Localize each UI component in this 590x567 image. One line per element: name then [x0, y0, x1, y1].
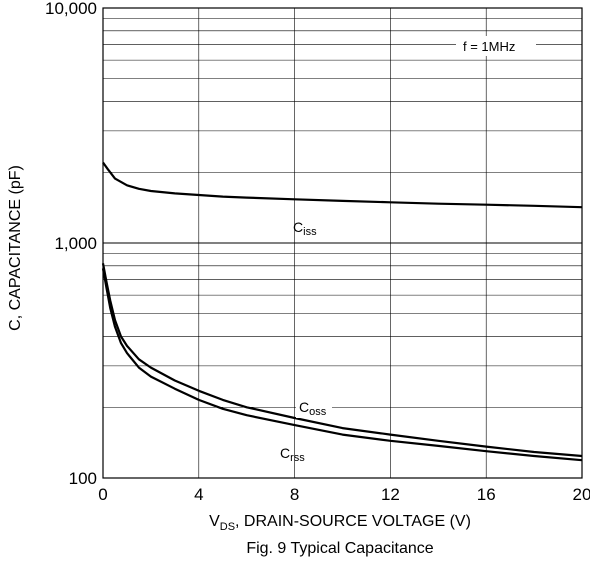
x-tick-label: 12 — [381, 485, 400, 504]
series-label-crss-sub: rss — [290, 452, 305, 464]
grid — [102, 7, 583, 479]
series-label-coss-sub: oss — [309, 406, 327, 418]
series-label-crss-main: C — [280, 445, 290, 461]
x-axis-label-rest: , DRAIN-SOURCE VOLTAGE (V) — [235, 513, 471, 530]
x-axis-label: VDS, DRAIN-SOURCE VOLTAGE (V) — [209, 513, 471, 533]
series-curves — [101, 161, 583, 462]
series-label-ciss-sub: iss — [303, 226, 317, 238]
series-label-ciss-main: C — [293, 219, 303, 235]
frequency-annotation: f = 1MHz — [463, 39, 515, 54]
series-label-coss: Coss — [299, 399, 327, 418]
x-axis-label-main: V — [209, 513, 220, 530]
y-tick-label: 100 — [69, 469, 97, 488]
plot-frame — [102, 7, 583, 479]
y-tick-label: 10,000 — [45, 0, 97, 18]
x-tick-label: 16 — [477, 485, 496, 504]
series-label-coss-background — [296, 398, 332, 418]
x-tick-labels: 0 4 8 12 16 20 — [98, 485, 590, 504]
y-tick-labels: 100 1,000 10,000 — [45, 0, 97, 488]
y-axis-label: C, CAPACITANCE (pF) — [7, 165, 24, 331]
series-labels: Ciss Coss Crss — [280, 219, 332, 464]
series-label-crss: Crss — [280, 445, 305, 464]
x-tick-label: 8 — [290, 485, 299, 504]
x-tick-label: 0 — [98, 485, 107, 504]
series-line-crss — [101, 268, 583, 462]
series-label-ciss: Ciss — [293, 219, 317, 238]
figure-caption: Fig. 9 Typical Capacitance — [246, 540, 433, 557]
series-label-coss-main: C — [299, 399, 309, 415]
series-line-ciss — [102, 161, 583, 209]
x-axis-label-sub: DS — [220, 521, 235, 533]
x-tick-label: 20 — [573, 485, 590, 504]
x-tick-label: 4 — [194, 485, 203, 504]
annotation-background — [456, 36, 536, 56]
series-line-coss — [101, 263, 583, 458]
y-tick-label: 1,000 — [54, 234, 97, 253]
